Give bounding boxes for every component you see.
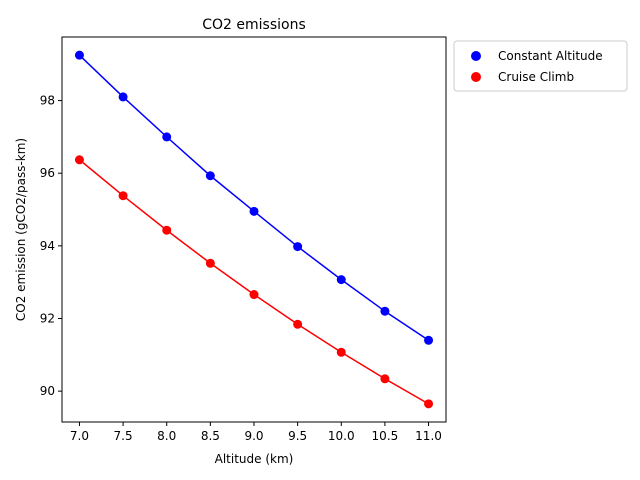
x-tick-label: 7.5 — [114, 429, 133, 443]
x-axis-label: Altitude (km) — [215, 452, 294, 466]
legend-marker-cruise-climb — [471, 72, 481, 82]
legend-label-cruise-climb: Cruise Climb — [498, 70, 574, 84]
x-tick-label: 10.0 — [328, 429, 355, 443]
data-point-constant-altitude — [380, 306, 390, 316]
x-tick-label: 8.5 — [201, 429, 220, 443]
y-tick-label: 90 — [40, 384, 55, 398]
y-tick-label: 92 — [40, 311, 55, 325]
y-axis: 90 92 94 96 98 — [40, 94, 62, 398]
plot-content — [74, 50, 434, 409]
data-point-constant-altitude — [162, 132, 172, 142]
data-point-constant-altitude — [74, 50, 84, 60]
legend: Constant Altitude Cruise Climb — [453, 40, 628, 92]
legend-label-constant-altitude: Constant Altitude — [498, 49, 603, 63]
data-point-cruise-climb — [249, 290, 259, 300]
x-tick-label: 9.5 — [288, 429, 307, 443]
y-tick-label: 94 — [40, 239, 55, 253]
data-point-cruise-climb — [424, 399, 434, 409]
chart-title: CO2 emissions — [202, 17, 306, 33]
legend-marker-constant-altitude — [471, 51, 481, 61]
series-line-cruise-climb — [78, 159, 429, 405]
y-tick-label: 98 — [40, 94, 55, 108]
data-point-constant-altitude — [249, 206, 259, 216]
x-tick-label: 7.0 — [70, 429, 89, 443]
data-point-cruise-climb — [205, 258, 215, 268]
x-axis: 7.0 7.5 8.0 8.5 9.0 9.5 10.0 10.5 11.0 — [70, 422, 442, 443]
x-tick-label: 11.0 — [415, 429, 442, 443]
x-tick-label: 8.0 — [157, 429, 176, 443]
data-point-constant-altitude — [424, 335, 434, 345]
data-point-cruise-climb — [118, 191, 128, 201]
y-axis-label: CO2 emission (gCO2/pass-km) — [14, 138, 28, 321]
y-tick-label: 96 — [40, 166, 55, 180]
legend-frame — [453, 40, 628, 92]
data-point-constant-altitude — [293, 242, 303, 252]
x-tick-label: 10.5 — [372, 429, 399, 443]
data-point-constant-altitude — [336, 275, 346, 285]
x-tick-label: 9.0 — [244, 429, 263, 443]
data-point-cruise-climb — [336, 347, 346, 357]
data-point-constant-altitude — [118, 92, 128, 102]
data-point-cruise-climb — [293, 319, 303, 329]
data-point-constant-altitude — [205, 171, 215, 181]
data-point-cruise-climb — [162, 225, 172, 235]
data-point-cruise-climb — [74, 155, 84, 165]
data-point-cruise-climb — [380, 374, 390, 384]
